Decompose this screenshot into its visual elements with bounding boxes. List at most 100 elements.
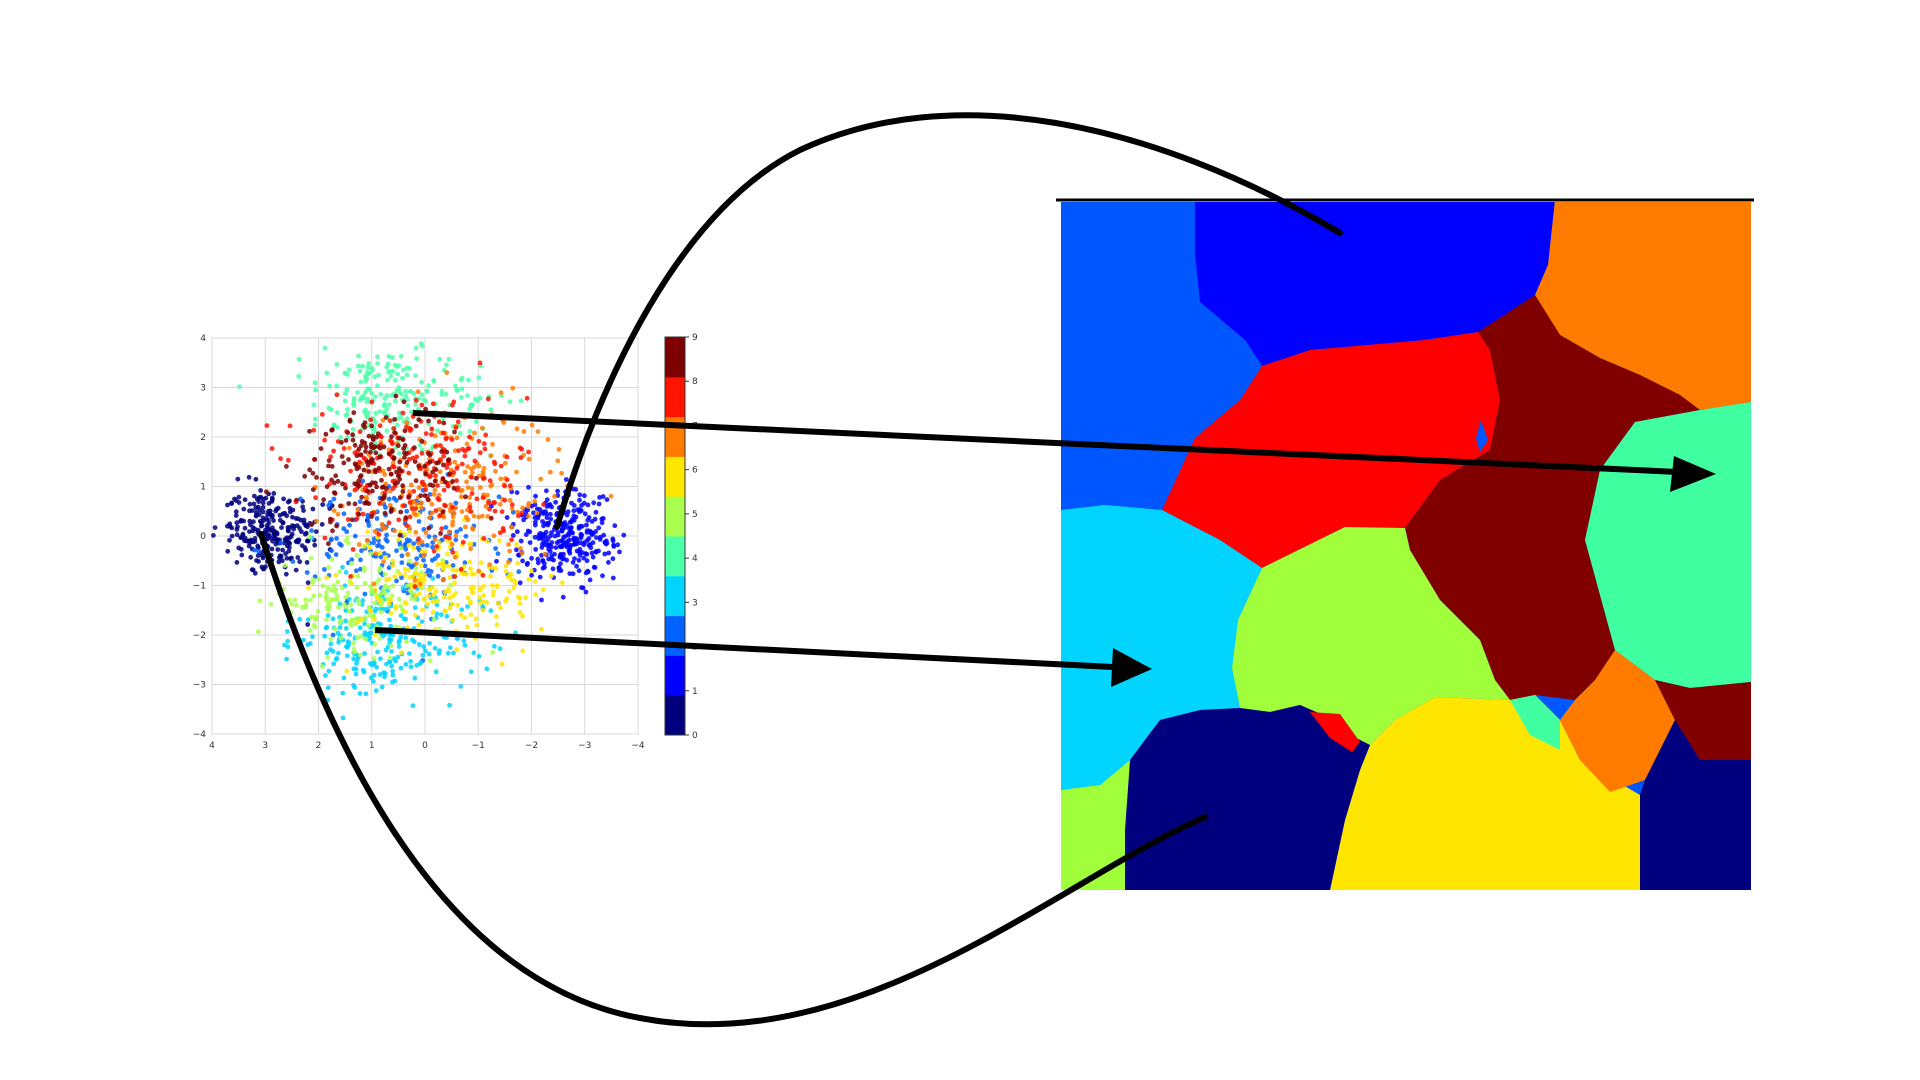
scatter-point [529,555,534,561]
scatter-point [403,388,408,394]
scatter-point [517,601,523,606]
scatter-point [404,639,409,645]
scatter-point [346,540,351,546]
scatter-point [357,459,362,465]
scatter-point [426,515,432,521]
scatter-point [352,481,358,487]
scatter-point [337,569,343,575]
scatter-point [573,537,579,543]
scatter-point [462,453,468,459]
scatter-point [362,420,368,425]
scatter-point [528,568,534,574]
scatter-point [328,537,334,543]
scatter-point [467,541,472,547]
scatter-point [431,548,437,554]
scatter-point [319,664,325,669]
scatter-point [328,519,333,525]
scatter-point [455,388,460,393]
scatter-point [397,532,403,538]
scatter-point [346,596,352,602]
colorbar-ticks: 9876543210 [685,333,698,741]
scatter-point [390,672,396,678]
scatter-point [480,604,486,609]
scatter-point [291,526,296,532]
scatter-point [227,524,233,529]
scatter-point [491,533,497,539]
scatter-point [366,433,372,439]
scatter-point [520,613,526,619]
scatter-point [334,593,340,599]
scatter-point [351,646,357,652]
scatter-point [467,428,473,434]
scatter-point [322,567,327,572]
scatter-point [376,465,382,471]
colorbar-cell [665,456,685,497]
colorbar-tick-label: 9 [692,333,698,343]
scatter-point [561,534,566,540]
x-tick-label: 1 [369,741,375,751]
scatter-point [294,497,299,503]
scatter-point [360,478,366,484]
scatter-point [449,437,455,442]
scatter-point [493,566,499,571]
scatter-point [225,548,231,554]
scatter-point [301,520,307,526]
scatter-point [242,525,248,531]
scatter-point [333,473,339,479]
scatter-point [465,604,470,609]
scatter-point [308,597,313,603]
scatter-point [498,476,504,482]
scatter-point [459,570,465,576]
scatter-point [404,451,409,457]
scatter-point [404,460,410,465]
scatter-point [403,546,409,552]
scatter-point [471,650,477,656]
scatter-point [391,426,397,431]
scatter-point [396,410,402,416]
scatter-point [491,459,497,465]
scatter-point [426,418,431,424]
scatter-point [600,494,606,499]
scatter-point [350,427,356,432]
scatter-point [345,590,351,596]
scatter-point [355,573,361,579]
scatter-point [257,507,263,513]
map-region-12 [1655,680,1751,760]
scatter-point [343,438,349,443]
scatter-point [526,449,531,455]
scatter-point [383,415,389,420]
scatter-point [468,612,474,617]
scatter-point [365,515,371,520]
scatter-point [402,455,407,460]
scatter-point [472,458,478,464]
y-tick-label: −3 [193,681,206,691]
map-region-14 [1061,760,1130,890]
scatter-point [390,355,395,360]
scatter-point [378,656,383,662]
scatter-point [515,509,520,515]
scatter-point [240,531,246,537]
scatter-point [477,586,483,592]
scatter-point [494,622,500,628]
scatter-point [444,449,450,455]
scatter-point [331,508,337,514]
colorbar-tick-label: 6 [692,466,698,476]
scatter-point [229,533,235,539]
scatter-point [361,395,367,401]
scatter-point [367,545,372,550]
scatter-point [407,428,413,433]
scatter-point [517,596,523,601]
scatter-point [343,391,348,396]
scatter-point [385,606,390,612]
scatter-point [296,356,302,362]
scatter-point [472,464,477,470]
scatter-point [451,510,457,516]
scatter-point [328,641,334,647]
scatter-point [443,391,449,397]
scatter-point [233,513,239,518]
scatter-point [451,399,457,405]
scatter-point [371,581,377,587]
scatter-point [544,515,550,521]
scatter-point [269,546,275,552]
scatter-point [433,588,439,594]
